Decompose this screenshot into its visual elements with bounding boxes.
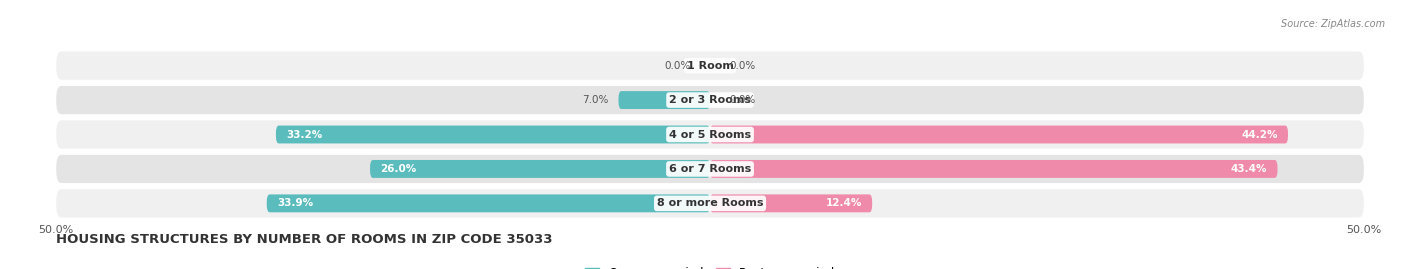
FancyBboxPatch shape — [619, 91, 710, 109]
FancyBboxPatch shape — [56, 86, 1364, 114]
Text: 0.0%: 0.0% — [730, 61, 756, 71]
Text: 43.4%: 43.4% — [1230, 164, 1267, 174]
FancyBboxPatch shape — [710, 160, 1278, 178]
Text: 2 or 3 Rooms: 2 or 3 Rooms — [669, 95, 751, 105]
Legend: Owner-occupied, Renter-occupied: Owner-occupied, Renter-occupied — [585, 267, 835, 269]
Text: 6 or 7 Rooms: 6 or 7 Rooms — [669, 164, 751, 174]
Text: 8 or more Rooms: 8 or more Rooms — [657, 198, 763, 208]
Text: Source: ZipAtlas.com: Source: ZipAtlas.com — [1281, 19, 1385, 29]
Text: 1 Room: 1 Room — [686, 61, 734, 71]
Text: 33.2%: 33.2% — [287, 129, 322, 140]
FancyBboxPatch shape — [56, 155, 1364, 183]
Text: 0.0%: 0.0% — [730, 95, 756, 105]
Text: 7.0%: 7.0% — [582, 95, 607, 105]
FancyBboxPatch shape — [56, 189, 1364, 217]
Text: 12.4%: 12.4% — [825, 198, 862, 208]
Text: 44.2%: 44.2% — [1241, 129, 1278, 140]
Text: HOUSING STRUCTURES BY NUMBER OF ROOMS IN ZIP CODE 35033: HOUSING STRUCTURES BY NUMBER OF ROOMS IN… — [56, 233, 553, 246]
FancyBboxPatch shape — [56, 121, 1364, 148]
Text: 33.9%: 33.9% — [277, 198, 314, 208]
FancyBboxPatch shape — [370, 160, 710, 178]
FancyBboxPatch shape — [710, 126, 1288, 143]
Text: 0.0%: 0.0% — [664, 61, 690, 71]
FancyBboxPatch shape — [276, 126, 710, 143]
FancyBboxPatch shape — [267, 194, 710, 212]
FancyBboxPatch shape — [56, 52, 1364, 80]
Text: 4 or 5 Rooms: 4 or 5 Rooms — [669, 129, 751, 140]
FancyBboxPatch shape — [710, 194, 872, 212]
Text: 26.0%: 26.0% — [381, 164, 416, 174]
